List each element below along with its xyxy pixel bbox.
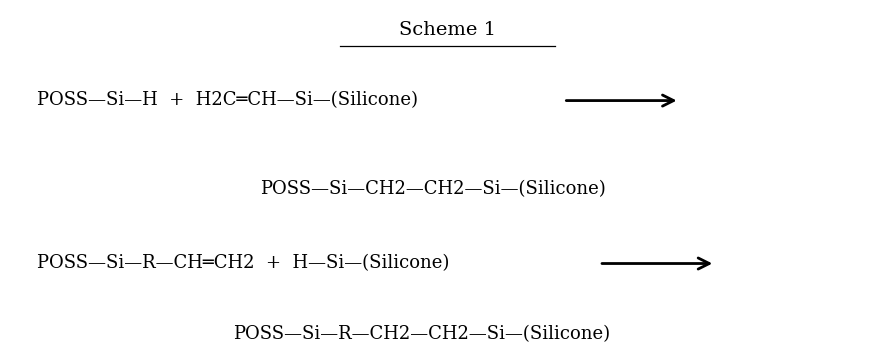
Text: POSS—Si—CH2—CH2—Si—(Silicone): POSS—Si—CH2—CH2—Si—(Silicone) xyxy=(260,180,605,198)
Text: POSS—Si—R—CH2—CH2—Si—(Silicone): POSS—Si—R—CH2—CH2—Si—(Silicone) xyxy=(233,325,610,343)
Text: Scheme 1: Scheme 1 xyxy=(399,21,495,39)
Text: POSS—Si—H  +  H2C═CH—Si—(Silicone): POSS—Si—H + H2C═CH—Si—(Silicone) xyxy=(37,92,417,110)
Text: POSS—Si—R—CH═CH2  +  H—Si—(Silicone): POSS—Si—R—CH═CH2 + H—Si—(Silicone) xyxy=(37,255,449,272)
